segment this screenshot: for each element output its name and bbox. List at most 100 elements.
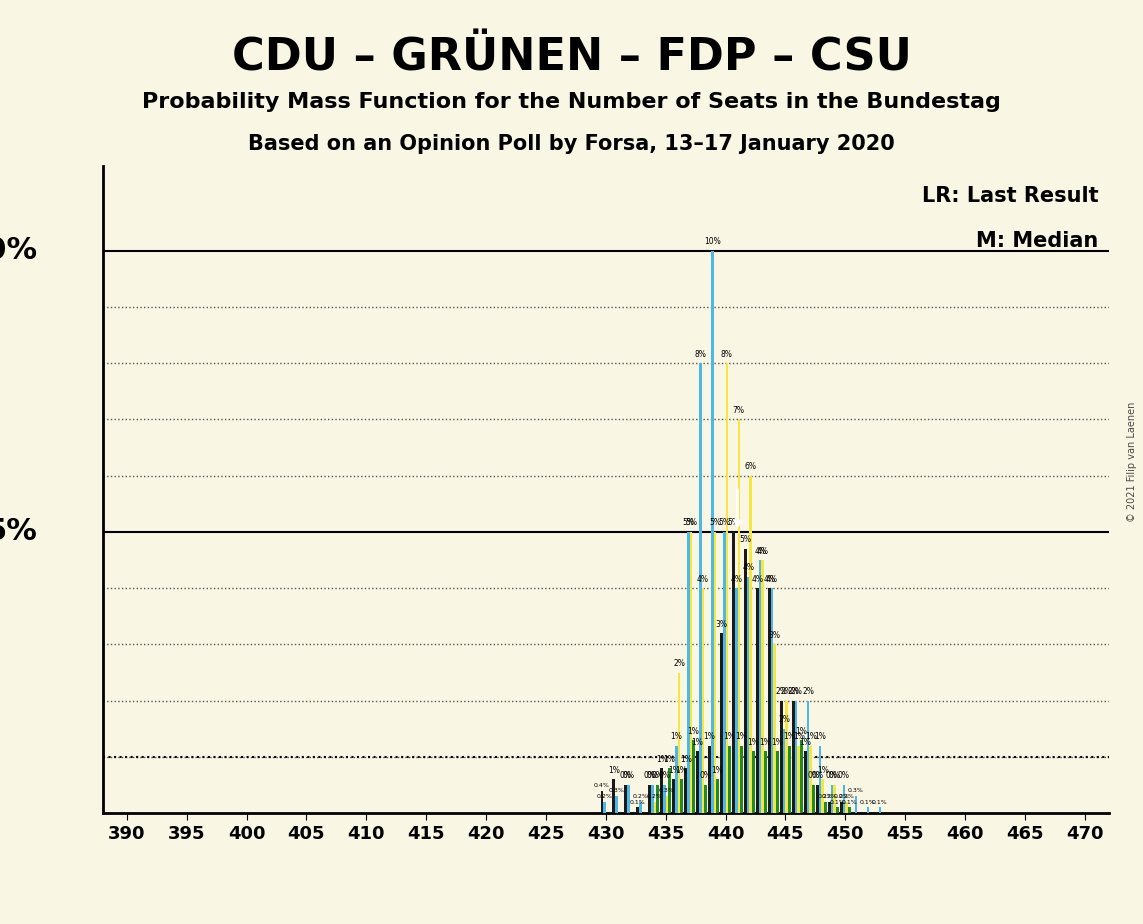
Bar xyxy=(846,802,848,813)
Text: 4%: 4% xyxy=(751,575,764,584)
Bar xyxy=(879,808,881,813)
Text: 1%: 1% xyxy=(805,732,816,741)
Text: 0%: 0% xyxy=(826,772,838,781)
Text: 8%: 8% xyxy=(694,349,706,359)
Bar xyxy=(696,751,700,813)
Bar xyxy=(818,746,822,813)
Bar xyxy=(669,768,671,813)
Text: 0.2%: 0.2% xyxy=(839,794,855,799)
Text: 0.2%: 0.2% xyxy=(817,794,833,799)
Bar xyxy=(744,549,746,813)
Text: 0%: 0% xyxy=(807,772,820,781)
Text: 0%: 0% xyxy=(647,772,658,781)
Bar xyxy=(735,589,737,813)
Text: 1%: 1% xyxy=(783,732,796,741)
Text: 5%: 5% xyxy=(685,518,697,528)
Text: 6%: 6% xyxy=(745,462,757,471)
Bar xyxy=(702,589,704,813)
Text: 4%: 4% xyxy=(742,564,754,572)
Text: 1%: 1% xyxy=(772,737,783,747)
Bar xyxy=(800,740,802,813)
Bar xyxy=(687,532,689,813)
Bar xyxy=(704,785,706,813)
Text: LR: Last Result: LR: Last Result xyxy=(922,186,1098,206)
Bar xyxy=(604,802,606,813)
Text: 1%: 1% xyxy=(814,732,826,741)
Bar xyxy=(680,779,682,813)
Bar xyxy=(689,532,693,813)
Text: 0.2%: 0.2% xyxy=(833,794,849,799)
Text: 5%: 5% xyxy=(740,535,752,544)
Text: 0.4%: 0.4% xyxy=(594,783,609,788)
Bar xyxy=(776,751,778,813)
Bar xyxy=(713,532,717,813)
Text: © 2021 Filip van Laenen: © 2021 Filip van Laenen xyxy=(1127,402,1137,522)
Text: 1%: 1% xyxy=(688,726,700,736)
Bar xyxy=(665,796,669,813)
Bar xyxy=(656,785,660,813)
Text: 0.1%: 0.1% xyxy=(630,799,646,805)
Bar xyxy=(824,802,826,813)
Text: 3%: 3% xyxy=(716,620,728,628)
Bar xyxy=(840,802,842,813)
Text: 0%: 0% xyxy=(658,772,670,781)
Text: 0%: 0% xyxy=(623,772,634,781)
Bar xyxy=(709,746,711,813)
Text: 1%: 1% xyxy=(608,766,620,775)
Bar xyxy=(654,802,656,813)
Bar xyxy=(770,589,774,813)
Bar xyxy=(624,785,628,813)
Bar xyxy=(728,746,730,813)
Text: 1%: 1% xyxy=(668,766,680,775)
Bar xyxy=(785,700,788,813)
Bar xyxy=(794,700,798,813)
Text: 1%: 1% xyxy=(692,737,704,747)
Bar xyxy=(848,808,850,813)
Bar xyxy=(693,740,695,813)
Bar xyxy=(816,785,818,813)
Bar xyxy=(672,779,676,813)
Text: 1%: 1% xyxy=(799,737,812,747)
Bar xyxy=(792,700,794,813)
Text: 0%: 0% xyxy=(829,772,840,781)
Bar xyxy=(746,577,750,813)
Bar xyxy=(685,768,687,813)
Text: 5%: 5% xyxy=(709,518,721,528)
Text: 0%: 0% xyxy=(652,772,664,781)
Bar xyxy=(809,746,812,813)
Text: 0%: 0% xyxy=(644,772,656,781)
Bar xyxy=(600,791,604,813)
Text: 0%: 0% xyxy=(700,772,712,781)
Text: 2%: 2% xyxy=(790,687,802,696)
Bar xyxy=(717,779,719,813)
Bar xyxy=(768,589,770,813)
Text: 0.2%: 0.2% xyxy=(632,794,648,799)
Text: 3%: 3% xyxy=(769,631,781,640)
Bar xyxy=(757,589,759,813)
Text: 1%: 1% xyxy=(671,732,682,741)
Bar xyxy=(866,808,869,813)
Text: 1%: 1% xyxy=(704,732,716,741)
Bar xyxy=(788,746,791,813)
Bar xyxy=(733,532,735,813)
Text: 10%: 10% xyxy=(0,237,38,265)
Text: 4%: 4% xyxy=(730,575,742,584)
Text: 5%: 5% xyxy=(0,517,38,546)
Text: 10%: 10% xyxy=(704,237,720,246)
Bar xyxy=(726,363,728,813)
Text: 2%: 2% xyxy=(802,687,814,696)
Bar xyxy=(663,785,665,813)
Text: 1%: 1% xyxy=(680,755,692,763)
Bar xyxy=(628,785,630,813)
Bar xyxy=(741,746,743,813)
Bar xyxy=(720,633,722,813)
Text: 1%: 1% xyxy=(793,732,805,741)
Text: 1%: 1% xyxy=(759,737,772,747)
Text: Based on an Opinion Poll by Forsa, 13–17 January 2020: Based on an Opinion Poll by Forsa, 13–17… xyxy=(248,134,895,154)
Bar xyxy=(615,796,617,813)
Text: 0.1%: 0.1% xyxy=(830,799,845,805)
Text: 0.2%: 0.2% xyxy=(597,794,613,799)
Bar xyxy=(661,768,663,813)
Text: 2%: 2% xyxy=(775,687,788,696)
Text: 0.1%: 0.1% xyxy=(860,799,876,805)
